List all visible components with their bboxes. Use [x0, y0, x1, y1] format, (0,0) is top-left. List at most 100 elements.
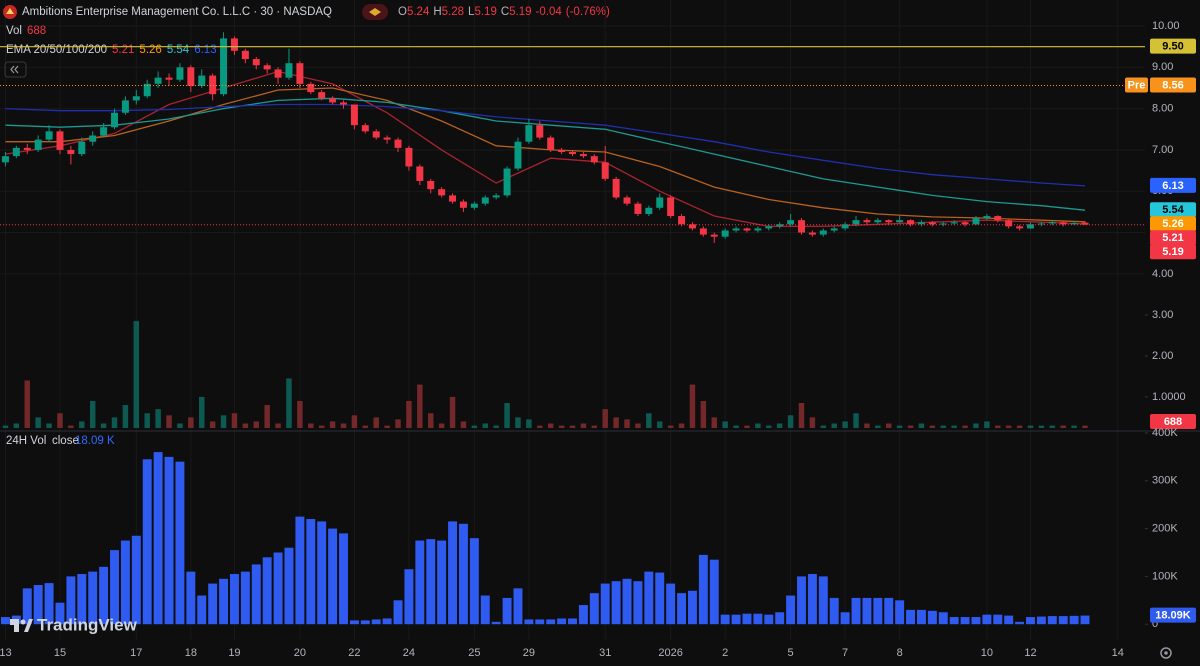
candle-body	[885, 220, 893, 223]
candle-body	[1081, 222, 1089, 225]
candle-body	[1048, 222, 1056, 224]
volume-bar	[371, 619, 381, 625]
candle-body	[645, 207, 653, 214]
volume-bar	[918, 423, 925, 428]
volume-bar	[798, 403, 805, 428]
candle-body	[688, 224, 696, 229]
panel-title: 24H Vol	[6, 435, 46, 447]
volume-bar	[657, 421, 663, 428]
volume-bar	[949, 617, 959, 625]
volume-bar	[197, 595, 207, 625]
candle-body	[274, 69, 282, 78]
volume-bar	[797, 576, 806, 625]
x-tick-label: 15	[54, 647, 66, 659]
settings-button[interactable]	[1160, 647, 1172, 659]
volume-bar	[960, 617, 970, 625]
volume-bar	[448, 521, 458, 625]
candle-body	[787, 220, 795, 225]
collapse-icon	[10, 65, 19, 74]
candle-body	[198, 75, 206, 86]
legend-value: 5.24	[407, 6, 430, 18]
volume-bar	[971, 617, 981, 625]
volume-bar	[807, 574, 817, 625]
candle-body	[852, 220, 860, 225]
volume-bar	[395, 419, 401, 428]
volume-bar	[776, 423, 783, 428]
candle-body	[285, 63, 293, 78]
volume-bar	[286, 378, 292, 428]
volume-bar	[491, 621, 501, 625]
volume-bar	[142, 459, 152, 625]
logo-part	[14, 619, 19, 632]
legend-value: 5.19	[509, 6, 531, 18]
volume-bar	[709, 559, 719, 625]
y-tick-label: 100K	[1152, 570, 1178, 582]
x-tick-label: 12	[1024, 647, 1036, 659]
volume-bar	[24, 380, 30, 428]
volume-bar	[1027, 425, 1034, 428]
watermark-logo	[10, 619, 33, 632]
indicator-value: 5.54	[167, 44, 190, 56]
volume-bar	[1080, 615, 1090, 625]
collapse-button[interactable]	[4, 61, 27, 78]
legend-change-pct: (-0.76%)	[566, 6, 610, 18]
volume-bar	[79, 421, 85, 428]
volume-bar	[188, 417, 194, 428]
legend-label: L	[468, 6, 475, 18]
candle-body	[928, 222, 936, 225]
volume-bar	[469, 538, 479, 625]
candle-body	[983, 216, 991, 219]
candle-body	[623, 197, 631, 204]
volume-bar	[471, 425, 478, 428]
candle-body	[1, 156, 9, 163]
volume-bar	[275, 423, 281, 428]
price-tag	[1150, 202, 1196, 218]
candle-body	[678, 216, 686, 225]
candle-body	[1070, 223, 1078, 225]
volume-bar	[240, 571, 250, 625]
volume-bar	[153, 452, 163, 625]
candle-body	[340, 102, 347, 105]
candle-body	[220, 38, 228, 95]
volume-bar	[742, 613, 752, 625]
price-tag-label: 9.50	[1162, 41, 1183, 53]
candle-body	[100, 127, 108, 136]
volume-bar	[984, 421, 990, 428]
volume-bar	[655, 572, 665, 625]
volume-bar	[44, 583, 54, 625]
x-tick-label: 10	[981, 647, 993, 659]
volume-bar	[840, 612, 850, 625]
volume-bar	[1004, 615, 1014, 625]
volume-bar	[502, 597, 512, 625]
volume-bar	[818, 576, 828, 625]
volume-bar	[635, 423, 641, 428]
candle-body	[132, 96, 140, 101]
candle-body	[252, 59, 260, 66]
volume-bar	[622, 578, 632, 625]
volume-bar	[700, 400, 707, 428]
candle-body	[601, 162, 609, 179]
volume-bar	[624, 419, 630, 428]
x-tick-label: 22	[348, 647, 360, 659]
candle-body	[165, 77, 173, 80]
volume-bar	[175, 461, 185, 625]
volume-bar	[77, 574, 87, 625]
volume-bar	[340, 423, 347, 428]
volume-bar	[229, 574, 239, 625]
candle-body	[808, 232, 816, 235]
volume-bar	[929, 425, 936, 428]
volume-bar	[111, 417, 118, 428]
volume-bar	[873, 597, 883, 625]
volume-bar	[524, 619, 534, 625]
volume-bar	[110, 550, 119, 625]
x-tick-label: 13	[0, 647, 12, 659]
candle-body	[154, 77, 162, 84]
candle-body	[230, 38, 238, 51]
volume-bar	[677, 593, 687, 625]
chart-title: Ambitions Enterprise Management Co. L.L.…	[22, 6, 332, 18]
price-tag-label: 5.26	[1162, 218, 1183, 230]
candle-body	[514, 141, 522, 169]
price-tag	[1150, 177, 1196, 193]
candle-body	[907, 220, 915, 225]
y-tick-label: 2.00	[1152, 350, 1173, 362]
